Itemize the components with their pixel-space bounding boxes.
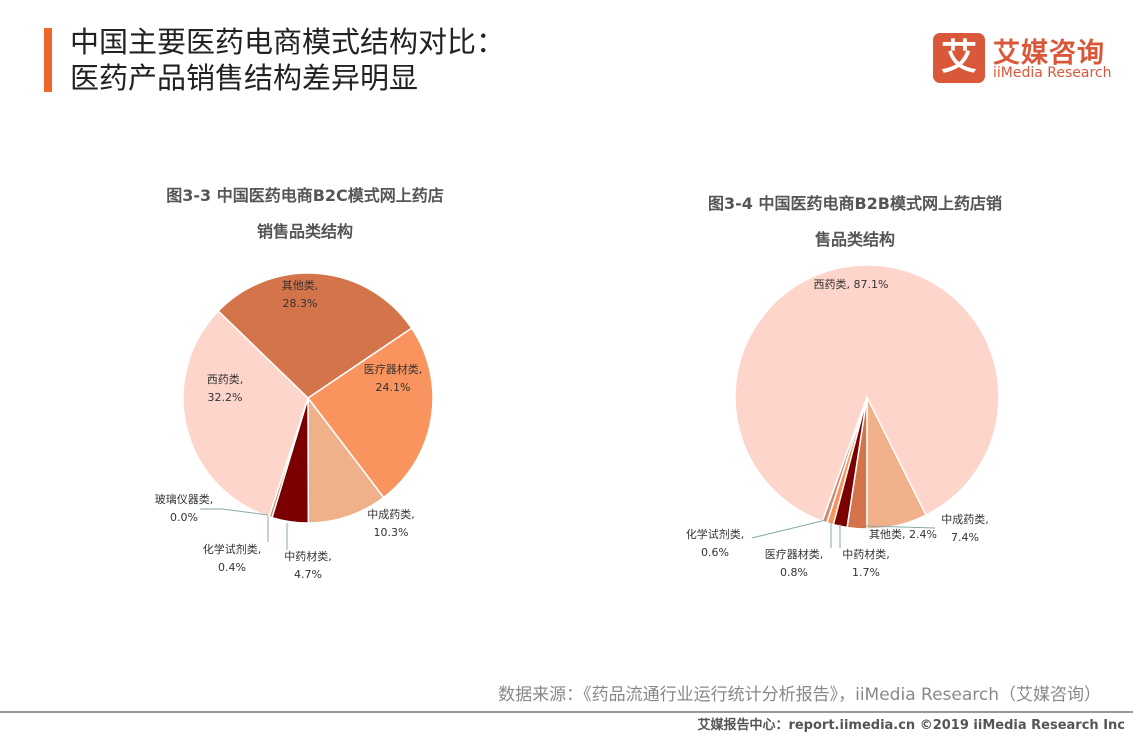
pie-b2c [182,272,434,524]
logo-name-cn: 艾媒咨询 [993,38,1105,69]
page-title-line2: 医药产品销售结构差异明显 [70,61,419,95]
pie-slice-b2c-6 [217,272,413,399]
page-title-line1: 中国主要医药电商模式结构对比： [70,25,506,59]
pie-slice-b2b-5 [734,264,1000,523]
chart-title-b2c-line2: 销售品类结构 [256,222,353,241]
footer-divider [0,711,1133,713]
label-b2c-other: 其他类28.3% [282,277,319,313]
label-b2c-herbal: 中药材类4.7% [284,548,332,584]
pie-b2b [734,264,1000,530]
chart-title-b2b-line2: 售品类结构 [814,230,895,249]
leader-line-b2c-glass [200,508,269,516]
chart-title-b2c-line1: 图3-3 中国医药电商B2C模式网上药店 [166,186,444,205]
data-source: 数据来源：《药品流通行业运行统计分析报告》，iiMedia Research（艾… [498,685,1101,705]
pie-slice-b2c-0 [306,327,434,499]
pie-slice-b2c-5 [182,309,309,518]
chart-title-b2b-line1: 图3-4 中国医药电商B2B模式网上药店销 [707,194,1002,213]
leader-line-b2b-chemical [751,519,827,539]
pie-slice-b2c-1 [307,395,385,524]
leader-line-b2b-patent [865,525,936,529]
label-b2c-patent: 中成药类10.3% [367,506,415,542]
title-accent-bar [44,28,52,92]
chart-title-b2c: 图3-3 中国医药电商B2C模式网上药店 销售品类结构 [120,178,490,250]
label-b2c-western: 西药类32.2% [207,371,244,407]
page-title: 中国主要医药电商模式结构对比： 医药产品销售结构差异明显 [70,24,505,96]
label-b2b-patent: 中成药类7.4% [941,511,989,547]
label-b2b-herbal: 中药材类1.7% [842,546,890,582]
chart-title-b2b: 图3-4 中国医药电商B2B模式网上药店销 售品类结构 [660,186,1050,258]
footer-text: 艾媒报告中心：report.iimedia.cn ©2019 iiMedia R… [697,718,1125,733]
logo-mark: 艾 [933,33,985,83]
iimedia-logo: 艾 艾媒咨询 iiMedia Research [933,33,1113,85]
leader-lines [200,508,936,550]
label-b2b-other: 其他类 2.4% [869,526,937,544]
logo-name-en: iiMedia Research [993,65,1112,81]
label-b2b-western: 西药类 87.1% [814,276,889,294]
label-b2c-device: 医疗器材类24.1% [364,361,423,397]
label-b2b-chemical: 化学试剂类0.6% [686,526,745,562]
label-b2c-glass: 玻璃仪器类0.0% [155,491,214,527]
label-b2c-chemical: 化学试剂类0.4% [203,541,262,577]
label-b2b-device: 医疗器材类0.8% [765,546,824,582]
